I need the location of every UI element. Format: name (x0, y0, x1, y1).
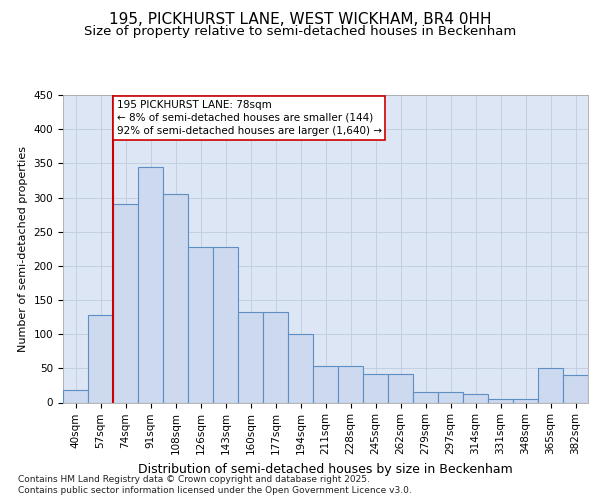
Text: 195, PICKHURST LANE, WEST WICKHAM, BR4 0HH: 195, PICKHURST LANE, WEST WICKHAM, BR4 0… (109, 12, 491, 28)
Bar (563, 375, 588, 402)
Bar (113, 204, 138, 402)
Bar (213, 246, 238, 402)
Bar (188, 246, 213, 402)
Bar (288, 334, 313, 402)
Bar (488, 399, 513, 402)
Bar (338, 366, 363, 402)
Bar (138, 167, 163, 402)
Text: Contains HM Land Registry data © Crown copyright and database right 2025.: Contains HM Land Registry data © Crown c… (18, 474, 370, 484)
X-axis label: Distribution of semi-detached houses by size in Beckenham: Distribution of semi-detached houses by … (138, 462, 513, 475)
Bar (313, 366, 338, 402)
Bar (263, 312, 288, 402)
Bar (388, 374, 413, 402)
Text: 195 PICKHURST LANE: 78sqm
← 8% of semi-detached houses are smaller (144)
92% of : 195 PICKHURST LANE: 78sqm ← 8% of semi-d… (117, 100, 382, 136)
Bar (163, 194, 188, 402)
Y-axis label: Number of semi-detached properties: Number of semi-detached properties (18, 146, 28, 352)
Bar (538, 368, 563, 402)
Text: Contains public sector information licensed under the Open Government Licence v3: Contains public sector information licen… (18, 486, 412, 495)
Bar (513, 399, 538, 402)
Bar (463, 394, 488, 402)
Text: Size of property relative to semi-detached houses in Beckenham: Size of property relative to semi-detach… (84, 25, 516, 38)
Bar (88, 315, 113, 402)
Bar (438, 392, 463, 402)
Bar (363, 374, 388, 402)
Bar (413, 392, 438, 402)
Bar (63, 390, 88, 402)
Bar (238, 312, 263, 402)
